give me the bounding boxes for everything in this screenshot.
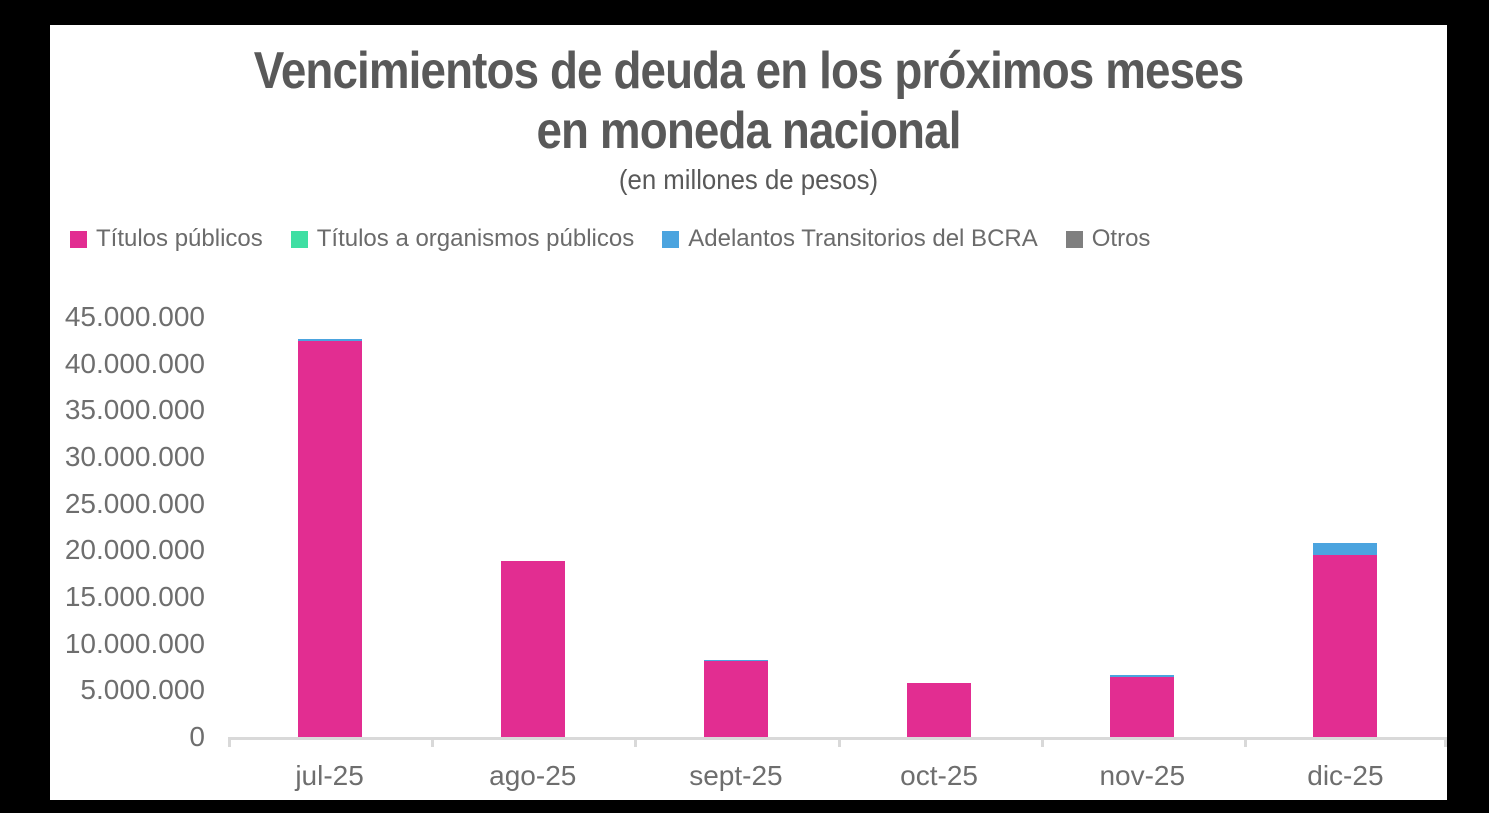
legend-item: Títulos públicos — [70, 225, 263, 253]
x-tick-label: nov-25 — [1099, 760, 1186, 791]
y-tick-label: 30.000.000 — [64, 441, 205, 472]
bar-segment — [703, 661, 768, 737]
plot-area: 0 5.000.000 10.000.000 15.000.000 20.000.000… — [50, 25, 1447, 800]
legend-label: Títulos a organismos públicos — [316, 225, 635, 252]
bar-segment — [297, 341, 362, 737]
bar-segment — [1313, 543, 1378, 556]
legend-label: Títulos públicos — [96, 225, 263, 252]
bar-segment — [1110, 675, 1175, 678]
x-axis-line — [228, 737, 1447, 740]
y-tick-label: 5.000.000 — [80, 674, 205, 706]
x-tick-label: oct-25 — [900, 760, 978, 791]
legend: Títulos públicos Títulos a organismos púb… — [70, 225, 1178, 253]
y-tick-label: 20.000.000 — [64, 534, 205, 566]
legend-item: Adelantos Transitorios del BCRA — [662, 225, 1038, 253]
x-axis-tick-mark — [634, 740, 638, 747]
chart-subtitle: (en millones de pesos) — [618, 164, 879, 195]
legend-swatch-icon — [1065, 230, 1083, 248]
legend-label: Adelantos Transitorios del BCRA — [688, 225, 1038, 252]
legend-item: Títulos a organismos públicos — [290, 225, 635, 253]
y-tick-label: 15.000.000 — [64, 581, 205, 612]
x-axis-tick-mark — [1444, 740, 1447, 747]
y-tick-label: 35.000.000 — [64, 394, 205, 426]
x-axis-tick-mark — [837, 740, 841, 747]
legend-swatch-icon — [662, 230, 680, 248]
legend-item: Otros — [1065, 225, 1151, 253]
x-tick-label: sept-25 — [689, 760, 783, 791]
y-tick-label: 10.000.000 — [64, 627, 205, 659]
chart-title-line1: Vencimientos de deuda en los próximos me… — [253, 42, 1244, 100]
chart-panel: Vencimientos de deuda en los próximos me… — [50, 25, 1447, 800]
bar-segment — [500, 560, 565, 737]
x-tick-label: ago-25 — [489, 760, 577, 791]
y-tick-label: 40.000.000 — [64, 347, 205, 379]
bar-segment — [703, 659, 768, 662]
x-axis-tick-mark — [1040, 740, 1044, 747]
legend-swatch-icon — [70, 230, 87, 248]
bar-segment — [297, 339, 362, 342]
x-axis-tick-mark — [1243, 740, 1247, 747]
legend-label: Otros — [1091, 225, 1151, 252]
chart-title-line2: en moneda nacional — [536, 102, 961, 160]
x-tick-label: jul-25 — [295, 760, 364, 791]
y-tick-label: 45.000.000 — [64, 301, 205, 332]
bar-segment — [907, 683, 972, 737]
chart-title: Vencimientos de deuda en los próximos me… — [134, 41, 1363, 161]
bar-segment — [1313, 555, 1378, 737]
y-tick-label: 0 — [189, 721, 205, 752]
legend-swatch-icon — [290, 230, 308, 248]
bar-segment — [1110, 677, 1175, 737]
y-tick-label: 25.000.000 — [64, 487, 205, 519]
x-axis-tick-mark — [228, 740, 231, 747]
x-axis-tick-mark — [431, 740, 435, 747]
x-tick-label: dic-25 — [1307, 760, 1384, 791]
